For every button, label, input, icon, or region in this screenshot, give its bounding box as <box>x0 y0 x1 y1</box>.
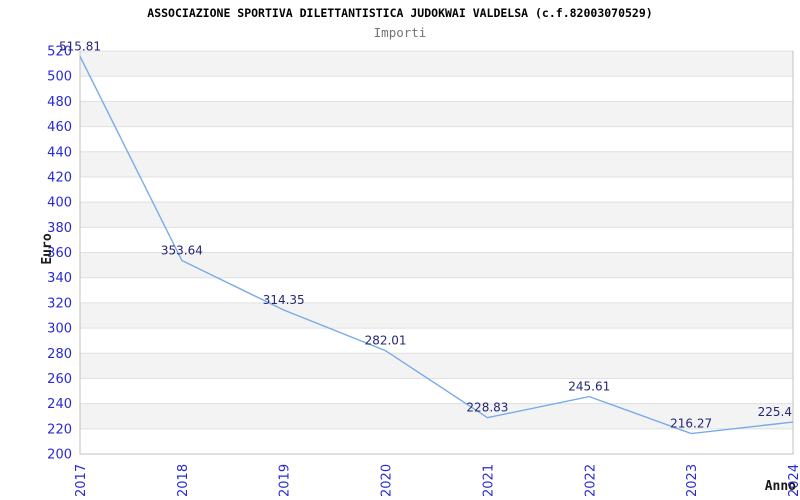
plot-band <box>80 151 793 177</box>
data-point-label: 515.81 <box>59 39 101 53</box>
plot-band <box>80 101 793 127</box>
data-point-label: 225.4 <box>758 405 792 419</box>
y-tick-label: 360 <box>47 246 72 261</box>
y-tick-label: 420 <box>47 170 72 185</box>
data-point-label: 353.64 <box>161 244 203 258</box>
plot-band <box>80 403 793 429</box>
plot-band <box>80 252 793 278</box>
x-tick-label: 2018 <box>176 464 191 497</box>
y-tick-label: 460 <box>47 120 72 135</box>
x-tick-label: 2017 <box>74 464 89 497</box>
data-point-label: 245.61 <box>568 380 610 394</box>
y-axis-title: Euro <box>40 233 55 265</box>
x-tick-label: 2022 <box>583 464 598 497</box>
plot-band <box>80 51 793 77</box>
data-line <box>79 55 794 435</box>
chart-title: ASSOCIAZIONE SPORTIVA DILETTANTISTICA JU… <box>147 6 653 20</box>
data-point-label: 216.27 <box>670 417 712 431</box>
x-tick-label: 2020 <box>380 464 395 497</box>
x-tick-label: 2019 <box>278 464 293 497</box>
x-tick-label: 2024 <box>787 464 800 497</box>
y-tick-label: 380 <box>47 221 72 236</box>
y-tick-label: 440 <box>47 145 72 160</box>
y-tick-label: 220 <box>47 422 72 437</box>
chart-subtitle: Importi <box>373 25 427 40</box>
y-tick-label: 500 <box>47 70 72 85</box>
axis-border <box>79 51 794 455</box>
data-point-label: 282.01 <box>365 334 407 348</box>
y-tick-label: 300 <box>47 322 72 337</box>
plot-band <box>80 302 793 329</box>
data-point-label: 228.83 <box>466 401 508 415</box>
x-tick-label: 2023 <box>685 464 700 497</box>
x-axis-title: Anno <box>764 479 796 494</box>
y-tick-label: 400 <box>47 196 72 211</box>
plot-band <box>80 353 793 379</box>
data-point-label: 314.35 <box>263 293 305 307</box>
y-tick-label: 240 <box>47 397 72 412</box>
y-tick-label: 260 <box>47 372 72 387</box>
y-tick-label: 280 <box>47 347 72 362</box>
y-tick-label: 200 <box>47 448 72 463</box>
y-tick-label: 320 <box>47 296 72 311</box>
x-tick-label: 2021 <box>481 464 496 497</box>
plot-band <box>80 202 793 228</box>
y-tick-label: 520 <box>47 45 72 60</box>
y-tick-label: 480 <box>47 95 72 110</box>
y-tick-label: 340 <box>47 271 72 286</box>
